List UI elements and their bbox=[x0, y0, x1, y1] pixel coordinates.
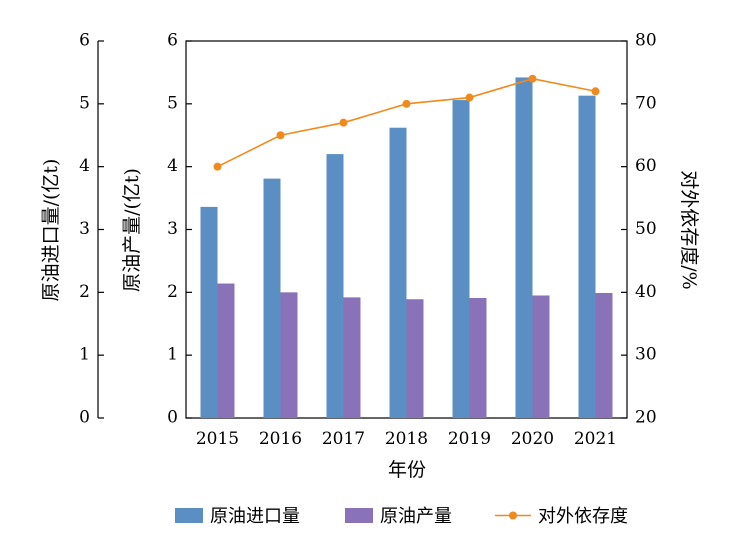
dependence-point bbox=[402, 99, 411, 108]
bar-production bbox=[532, 295, 550, 418]
right-tick-label: 40 bbox=[635, 282, 657, 302]
x-tick-label: 2019 bbox=[448, 429, 491, 449]
bar-import bbox=[200, 206, 218, 418]
dependence-point bbox=[465, 93, 474, 102]
legend: 原油进口量 原油产量 对外依存度 bbox=[175, 506, 628, 527]
dependence-point bbox=[276, 131, 285, 140]
legend-label-production: 原油产量 bbox=[380, 506, 452, 527]
inner-left-tick-label: 4 bbox=[167, 156, 178, 176]
inner-left-tick-label: 6 bbox=[167, 31, 178, 51]
legend-marker-dependence bbox=[509, 511, 517, 520]
x-axis-title: 年份 bbox=[388, 459, 426, 481]
legend-swatch-import bbox=[175, 508, 203, 523]
outer-left-tick-label: 4 bbox=[79, 156, 90, 176]
dependence-point bbox=[528, 74, 537, 83]
right-tick-label: 60 bbox=[635, 156, 657, 176]
right-axis-title: 对外依存度/% bbox=[678, 170, 700, 289]
legend-swatch-production bbox=[345, 508, 373, 523]
bar-import bbox=[452, 100, 470, 419]
outer-left-tick-label: 2 bbox=[79, 282, 90, 302]
legend-label-dependence: 对外依存度 bbox=[538, 506, 628, 527]
bar-import bbox=[389, 127, 407, 419]
outer-left-tick-label: 6 bbox=[79, 31, 90, 51]
bars bbox=[200, 77, 613, 419]
bar-production bbox=[280, 292, 298, 418]
x-tick-label: 2016 bbox=[259, 429, 302, 449]
x-tick-label: 2021 bbox=[574, 429, 617, 449]
inner-left-tick-label: 1 bbox=[167, 345, 178, 365]
x-tick-label: 2018 bbox=[385, 429, 428, 449]
right-tick-label: 20 bbox=[635, 408, 657, 428]
inner-left-tick-label: 2 bbox=[167, 282, 178, 302]
inner-left-tick-label: 5 bbox=[167, 93, 178, 113]
right-tick-label: 50 bbox=[635, 219, 657, 239]
outer-left-axis-title: 原油进口量/(亿t) bbox=[40, 159, 62, 302]
outer-left-tick-label: 5 bbox=[79, 93, 90, 113]
inner-left-axis-title: 原油产量/(亿t) bbox=[121, 168, 143, 292]
dependence-point bbox=[591, 87, 600, 96]
legend-label-import: 原油进口量 bbox=[210, 506, 300, 527]
inner-left-tick-label: 0 bbox=[167, 408, 178, 428]
bar-production bbox=[406, 299, 424, 418]
bar-production bbox=[217, 283, 235, 418]
tick-labels: 0 0 1 1 2 2 3 3 4 4 5 5 6 6 20 30 40 50 60 70 80 2015 2016 2017… bbox=[79, 31, 656, 450]
bar-production bbox=[595, 292, 613, 418]
right-tick-label: 30 bbox=[635, 345, 657, 365]
line-series bbox=[213, 74, 600, 171]
bar-import bbox=[515, 77, 533, 419]
outer-left-tick-label: 0 bbox=[79, 408, 90, 428]
right-tick-label: 80 bbox=[635, 31, 657, 51]
bar-import bbox=[578, 95, 596, 418]
x-tick-label: 2020 bbox=[511, 429, 554, 449]
x-tick-label: 2015 bbox=[196, 429, 239, 449]
bar-production bbox=[469, 297, 487, 418]
inner-left-tick-label: 3 bbox=[167, 219, 178, 239]
bar-import bbox=[326, 154, 344, 418]
bar-import bbox=[263, 178, 281, 418]
x-tick-label: 2017 bbox=[322, 429, 365, 449]
dependence-point bbox=[213, 162, 222, 171]
outer-left-tick-label: 3 bbox=[79, 219, 90, 239]
outer-left-tick-label: 1 bbox=[79, 345, 90, 365]
bar-production bbox=[343, 297, 361, 418]
right-tick-label: 70 bbox=[635, 93, 657, 113]
dependence-point bbox=[339, 118, 348, 127]
